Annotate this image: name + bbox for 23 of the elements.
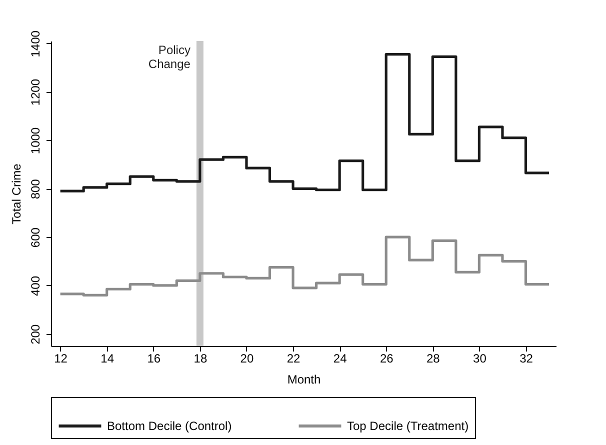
y-tick-label: 1200 <box>28 78 42 106</box>
y-tick-label: 400 <box>28 276 42 296</box>
y-axis-title: Total Crime <box>10 163 24 224</box>
y-tick-label: 1400 <box>28 30 42 58</box>
legend-label: Top Decile (Treatment) <box>347 419 469 433</box>
band-label: Policy Change <box>148 43 191 71</box>
x-tick-label: 14 <box>100 352 114 366</box>
x-axis-title: Month <box>287 372 321 386</box>
x-tick-label: 12 <box>54 352 68 366</box>
x-tick-label: 18 <box>194 352 208 366</box>
y-tick-label: 1000 <box>28 127 42 154</box>
x-tick-label: 32 <box>520 352 534 366</box>
y-tick-label: 600 <box>28 227 42 248</box>
y-tick-label: 200 <box>28 324 42 344</box>
x-tick-label: 24 <box>333 352 348 366</box>
x-tick-label: 28 <box>426 352 440 366</box>
x-tick-label: 20 <box>240 352 254 366</box>
legend-label: Bottom Decile (Control) <box>107 419 232 433</box>
x-tick-label: 30 <box>473 352 487 366</box>
x-tick-label: 16 <box>147 352 161 366</box>
x-tick-label: 26 <box>380 352 394 366</box>
x-tick-label: 22 <box>286 352 301 366</box>
y-tick-label: 800 <box>28 178 42 200</box>
